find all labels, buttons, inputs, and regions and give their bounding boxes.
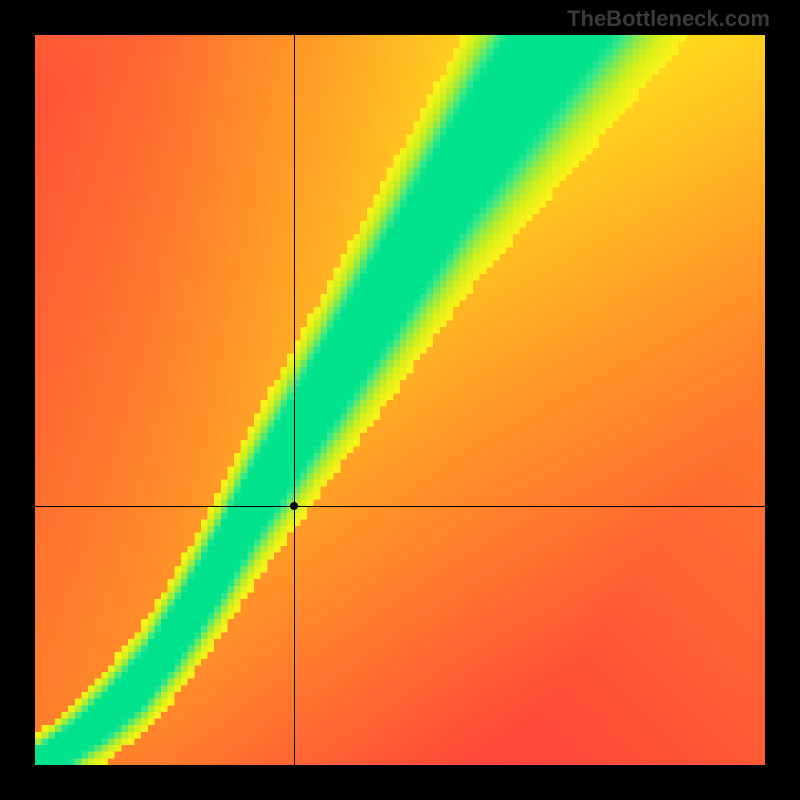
crosshair-marker (290, 502, 298, 510)
crosshair-vertical (294, 35, 295, 765)
heatmap-canvas (35, 35, 765, 765)
watermark-text: TheBottleneck.com (567, 6, 770, 32)
crosshair-horizontal (35, 506, 765, 507)
heatmap-plot (35, 35, 765, 765)
